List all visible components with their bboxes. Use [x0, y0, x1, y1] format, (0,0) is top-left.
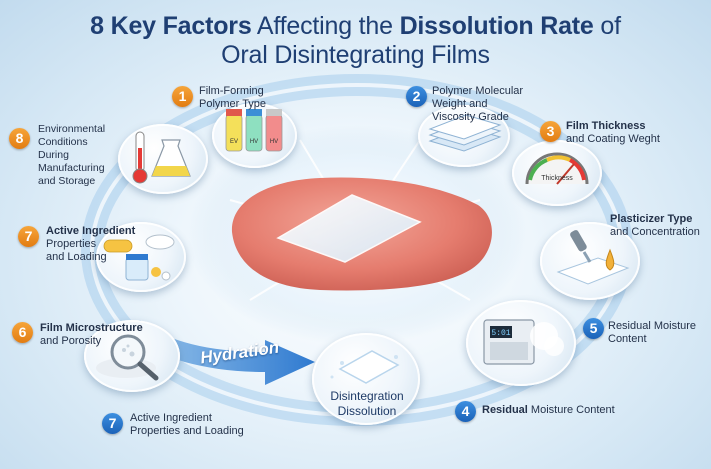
factor-6-label: Film Microstructure and Porosity	[40, 322, 143, 348]
title-end: of	[593, 12, 621, 40]
gauge-label: Thickness	[541, 175, 573, 182]
factor-6-line-2: and Porosity	[40, 335, 102, 347]
factor-7-bold: Active Ingredient	[46, 225, 136, 237]
factor-7b-badge: 7	[102, 413, 123, 434]
dissolving-film-icon	[330, 350, 400, 384]
factor-7-badge: 7	[18, 226, 39, 247]
vial-label-1: EV	[230, 139, 238, 145]
factor-7-label: Active Ingredient Properties and Loading	[46, 225, 135, 264]
title-line-2: Oral Disintegrating Films	[221, 41, 490, 69]
center-line-2: Dissolution	[337, 404, 397, 418]
factor-8-badge: 8	[9, 128, 30, 149]
factor-4-rest: Moisture Content	[527, 404, 615, 416]
thermometer-beaker-icon	[132, 131, 191, 184]
plasticizer-line-2: and Concentration	[610, 226, 700, 238]
chamber-display: 5:01	[491, 329, 510, 338]
plasticizer-label: Plasticizer Type and Concentration	[610, 213, 700, 239]
factor-8-label: Environmental Conditions During Manufact…	[38, 123, 105, 188]
title-mid: Affecting the	[251, 12, 400, 40]
vial-label-3: HV	[270, 139, 278, 145]
factor-8-line-3: During	[38, 149, 69, 161]
factor-4-bold: Residual	[482, 404, 528, 416]
factor-2-line-1: Polymer Molecular	[432, 85, 524, 97]
magnifier-icon	[96, 334, 159, 381]
factor-5-badge: 5	[583, 318, 604, 339]
factor-3-line-2: and Coating Weght	[566, 133, 660, 145]
factor-4-label: Residual Moisture Content	[482, 404, 615, 417]
factor-1-label: Film-Forming Polymer Type	[199, 85, 266, 111]
plasticizer-image	[540, 222, 640, 300]
thickness-gauge-icon: Thickness	[525, 152, 589, 185]
factor-5-line-1: Residual Moisture	[608, 320, 697, 332]
center-line-1: Disintegration	[330, 389, 404, 403]
factor-7-image	[96, 222, 186, 292]
factor-7b-line-1: Active Ingredient	[130, 412, 212, 424]
factor-6-image	[84, 320, 180, 392]
factor-3-image: Thickness	[512, 140, 602, 206]
factor-7-line-1: Active Ingredient	[46, 225, 135, 238]
factor-2-line-2: Weight and	[432, 98, 488, 110]
factor-8-line-5: and Storage	[38, 175, 96, 187]
factor-2-badge: 2	[406, 86, 427, 107]
factor-2-image	[418, 105, 510, 167]
factor-2-line-3: Viscosity Grade	[432, 111, 509, 123]
dropper-icon	[556, 230, 630, 285]
factor-3-line-1: Film Thickness	[566, 120, 660, 133]
film-on-tongue	[276, 194, 422, 263]
factor-8-line-2: Conditions	[38, 136, 88, 148]
plasticizer-bold: Plasticizer Type	[610, 213, 693, 225]
disintegration-circle	[312, 333, 420, 425]
factor-7b-line-2: Properties and Loading	[130, 425, 244, 437]
factor-6-badge: 6	[12, 322, 33, 343]
factor-4-badge: 4	[455, 401, 476, 422]
factor-7-line-2: Properties	[46, 238, 97, 250]
factor-1-line-2: Polymer Type	[199, 98, 267, 110]
moisture-chamber-icon: 5:01	[483, 319, 564, 365]
vials-icon: EV HV HV	[225, 109, 283, 152]
factor-3-label: Film Thickness and Coating Weght	[566, 120, 660, 146]
title-bold-1: 8 Key Factors	[90, 12, 252, 40]
vial-label-2: HV	[250, 139, 258, 145]
factor-3-badge: 3	[540, 121, 561, 142]
center-label: Disintegration Dissolution	[322, 389, 412, 419]
pills-icon	[103, 234, 175, 281]
factor-1-image: EV HV HV	[212, 103, 297, 168]
film-stack-icon	[428, 114, 502, 152]
factor-8-line-4: Manufacturing	[38, 162, 105, 174]
factor-6-line-1: Film Microstructure	[40, 322, 143, 335]
factor-5-image: 5:01	[466, 300, 576, 386]
factor-8-line-1: Environmental	[38, 123, 106, 135]
factor-7b-label: Active Ingredient Properties and Loading	[130, 412, 244, 438]
plasticizer-line-1: Plasticizer Type	[610, 213, 700, 226]
hydration-arrow	[130, 320, 315, 385]
title-line-1: 8 Key Factors Affecting the Dissolution …	[0, 12, 711, 41]
factor-1-badge: 1	[172, 86, 193, 107]
factor-3-bold: Film Thickness	[566, 120, 646, 132]
factor-5-label: Residual Moisture Content	[608, 320, 696, 346]
factor-6-bold: Film Microstructure	[40, 322, 143, 334]
factor-2-label: Polymer Molecular Weight and Viscosity G…	[432, 85, 523, 124]
factor-1-line-1: Film-Forming	[199, 85, 264, 97]
title-bold-2: Dissolution Rate	[399, 12, 594, 40]
factor-7-line-3: and Loading	[46, 251, 107, 263]
factor-8-image	[118, 124, 208, 194]
factor-5-line-2: Content	[608, 333, 647, 345]
